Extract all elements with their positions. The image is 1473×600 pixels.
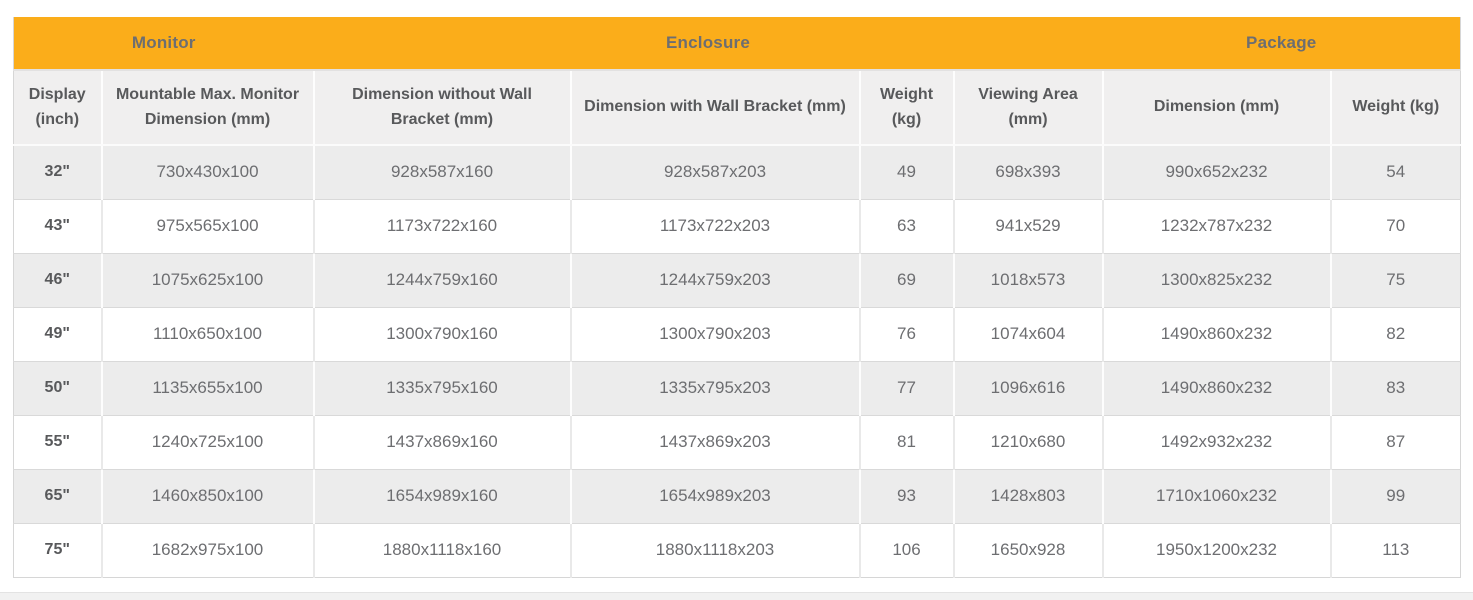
table-cell: 1210x680 [953, 414, 1104, 469]
table-cell: 1075x625x100 [101, 252, 315, 307]
table-cell: 1232x787x232 [1102, 198, 1332, 253]
display-size-cell: 46" [13, 252, 103, 307]
table-cell: 1490x860x232 [1102, 306, 1332, 361]
table-cell: 54 [1330, 145, 1461, 199]
table-row: 46" 1075x625x100 1244x759x160 1244x759x203 6… [13, 252, 1461, 307]
table-cell: 69 [859, 252, 955, 307]
table-cell: 63 [859, 198, 955, 253]
table-cell: 990x652x232 [1102, 145, 1332, 199]
table-cell: 1710x1060x232 [1102, 468, 1332, 523]
table-cell: 1490x860x232 [1102, 360, 1332, 415]
table-cell: 77 [859, 360, 955, 415]
display-size-cell: 49" [13, 306, 103, 361]
table-cell: 1335x795x203 [570, 360, 861, 415]
column-header: Dimension without Wall Bracket (mm) [313, 70, 572, 146]
table-cell: 81 [859, 414, 955, 469]
table-cell: 1244x759x203 [570, 252, 861, 307]
table-row: 55" 1240x725x100 1437x869x160 1437x869x203 8… [13, 414, 1461, 469]
table-cell: 49 [859, 145, 955, 199]
table-cell: 1244x759x160 [313, 252, 572, 307]
table-body: 32" 730x430x100 928x587x160 928x587x203 49 69… [13, 145, 1461, 577]
table-cell: 1110x650x100 [101, 306, 315, 361]
table-cell: 928x587x203 [570, 145, 861, 199]
table-row: 75" 1682x975x100 1880x1118x160 1880x1118x20… [13, 522, 1461, 577]
table-cell: 1074x604 [953, 306, 1104, 361]
group-header-monitor: Monitor [13, 17, 314, 71]
group-header-package: Package [1102, 17, 1461, 71]
column-header: Weight (kg) [1330, 70, 1461, 146]
table-cell: 1654x989x160 [313, 468, 572, 523]
table-cell: 1240x725x100 [101, 414, 315, 469]
table-cell: 1018x573 [953, 252, 1104, 307]
table-cell: 82 [1330, 306, 1461, 361]
table-cell: 1460x850x100 [101, 468, 315, 523]
table-cell: 1428x803 [953, 468, 1104, 523]
column-header-row: Display (inch) Mountable Max. Monitor Dim… [13, 70, 1461, 146]
table-cell: 1950x1200x232 [1102, 522, 1332, 577]
display-size-cell: 75" [13, 522, 103, 577]
display-size-cell: 55" [13, 414, 103, 469]
display-size-cell: 50" [13, 360, 103, 415]
table-cell: 1650x928 [953, 522, 1104, 577]
table-cell: 1492x932x232 [1102, 414, 1332, 469]
table-cell: 1682x975x100 [101, 522, 315, 577]
table-cell: 70 [1330, 198, 1461, 253]
table-cell: 730x430x100 [101, 145, 315, 199]
table-cell: 106 [859, 522, 955, 577]
column-header: Mountable Max. Monitor Dimension (mm) [101, 70, 315, 146]
table-row: 32" 730x430x100 928x587x160 928x587x203 49 69… [13, 145, 1461, 199]
table-cell: 93 [859, 468, 955, 523]
table-cell: 698x393 [953, 145, 1104, 199]
table-row: 50" 1135x655x100 1335x795x160 1335x795x203 7… [13, 360, 1461, 415]
table-cell: 1880x1118x203 [570, 522, 861, 577]
table-cell: 1437x869x203 [570, 414, 861, 469]
table-row: 49" 1110x650x100 1300x790x160 1300x790x203 7… [13, 306, 1461, 361]
table-cell: 99 [1330, 468, 1461, 523]
table-cell: 1135x655x100 [101, 360, 315, 415]
table-cell: 941x529 [953, 198, 1104, 253]
table-cell: 1300x790x160 [313, 306, 572, 361]
column-header: Dimension (mm) [1102, 70, 1332, 146]
table-header: Monitor Enclosure Package Display (inch) Mo… [13, 17, 1461, 146]
table-cell: 1173x722x160 [313, 198, 572, 253]
table-cell: 76 [859, 306, 955, 361]
table-cell: 1173x722x203 [570, 198, 861, 253]
table-cell: 75 [1330, 252, 1461, 307]
table-cell: 928x587x160 [313, 145, 572, 199]
table-cell: 1654x989x203 [570, 468, 861, 523]
column-header: Dimension with Wall Bracket (mm) [570, 70, 861, 146]
specification-table: Monitor Enclosure Package Display (inch) Mo… [13, 17, 1461, 578]
table-cell: 1880x1118x160 [313, 522, 572, 577]
display-size-cell: 43" [13, 198, 103, 253]
group-header-enclosure: Enclosure [313, 17, 1103, 71]
table-cell: 87 [1330, 414, 1461, 469]
group-header-row: Monitor Enclosure Package [13, 17, 1461, 71]
table-cell: 113 [1330, 522, 1461, 577]
table-row: 43" 975x565x100 1173x722x160 1173x722x203 63… [13, 198, 1461, 253]
column-header: Display (inch) [13, 70, 103, 146]
table-cell: 1437x869x160 [313, 414, 572, 469]
column-header: Viewing Area (mm) [953, 70, 1104, 146]
table-cell: 83 [1330, 360, 1461, 415]
display-size-cell: 65" [13, 468, 103, 523]
table-cell: 1300x790x203 [570, 306, 861, 361]
display-size-cell: 32" [13, 145, 103, 199]
table-cell: 1335x795x160 [313, 360, 572, 415]
page-bottom-strip [0, 592, 1473, 600]
column-header: Weight (kg) [859, 70, 955, 146]
table-cell: 975x565x100 [101, 198, 315, 253]
table-cell: 1300x825x232 [1102, 252, 1332, 307]
table-row: 65" 1460x850x100 1654x989x160 1654x989x203 9… [13, 468, 1461, 523]
table-cell: 1096x616 [953, 360, 1104, 415]
